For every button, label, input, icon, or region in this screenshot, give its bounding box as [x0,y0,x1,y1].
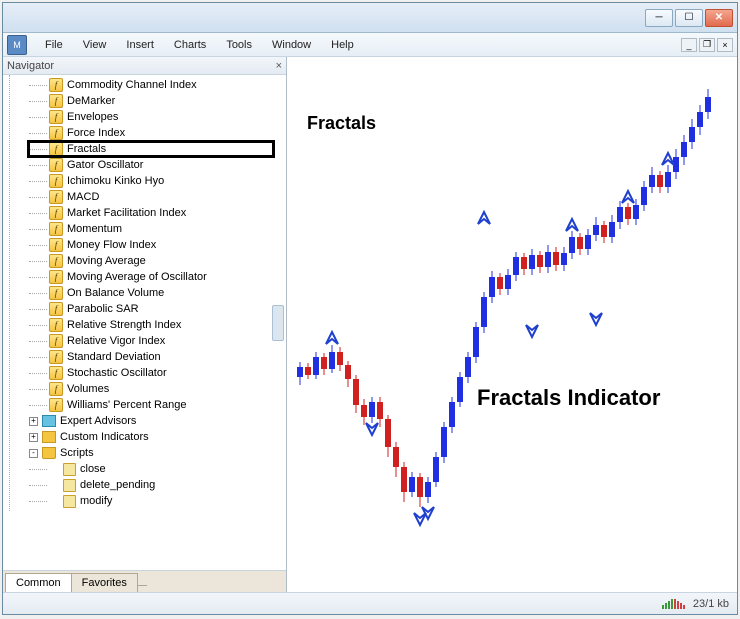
indicator-stochastic-oscillator[interactable]: fStochastic Oscillator [23,365,286,381]
indicator-moving-average-of-oscillator[interactable]: fMoving Average of Oscillator [23,269,286,285]
script-icon [63,479,76,492]
folder-icon [42,447,56,459]
menu-view[interactable]: View [73,36,117,54]
script-close[interactable]: close [23,461,286,477]
indicator-macd[interactable]: fMACD [23,189,286,205]
menu-tools[interactable]: Tools [216,36,262,54]
navigator-panel: Navigator × fCommodity Channel IndexfDeM… [3,57,287,592]
indicator-relative-vigor-index[interactable]: fRelative Vigor Index [23,333,286,349]
indicator-envelopes[interactable]: fEnvelopes [23,109,286,125]
navigator-title: Navigator [7,60,54,72]
chart-area[interactable]: Fractals Fractals Indicator [287,57,737,592]
indicator-icon: f [49,110,63,124]
minimize-button[interactable]: ─ [645,9,673,27]
folder-scripts[interactable]: -Scripts [23,445,286,461]
indicator-standard-deviation[interactable]: fStandard Deviation [23,349,286,365]
indicator-williams-percent-range[interactable]: fWilliams' Percent Range [23,397,286,413]
label-fractals: Fractals [307,113,376,134]
indicator-icon: f [49,190,63,204]
script-modify[interactable]: modify [23,493,286,509]
indicator-icon: f [49,94,63,108]
indicator-icon: f [49,206,63,220]
menu-insert[interactable]: Insert [116,36,164,54]
expander-icon[interactable]: + [29,417,38,426]
indicator-relative-strength-index[interactable]: fRelative Strength Index [23,317,286,333]
indicator-icon: f [49,350,63,364]
indicator-demarker[interactable]: fDeMarker [23,93,286,109]
indicator-ichimoku-kinko-hyo[interactable]: fIchimoku Kinko Hyo [23,173,286,189]
connection-icon [662,599,685,609]
indicator-icon: f [49,174,63,188]
menu-charts[interactable]: Charts [164,36,216,54]
indicator-icon: f [49,254,63,268]
mdi-close-button[interactable]: × [717,38,733,52]
indicator-icon: f [49,382,63,396]
menu-help[interactable]: Help [321,36,364,54]
maximize-button[interactable]: ☐ [675,9,703,27]
script-delete_pending[interactable]: delete_pending [23,477,286,493]
navigator-close-button[interactable]: × [276,60,282,72]
menu-file[interactable]: File [35,36,73,54]
indicator-icon: f [49,238,63,252]
indicator-fractals[interactable]: fFractals [23,141,286,157]
indicator-parabolic-sar[interactable]: fParabolic SAR [23,301,286,317]
close-button[interactable]: ✕ [705,9,733,27]
titlebar: ─ ☐ ✕ [3,3,737,33]
navigator-tree[interactable]: fCommodity Channel IndexfDeMarkerfEnvelo… [3,75,286,570]
folder-icon [42,415,56,427]
folder-custom-indicators[interactable]: +Custom Indicators [23,429,286,445]
indicator-icon: f [49,158,63,172]
app-icon: M [7,35,27,55]
indicator-gator-oscillator[interactable]: fGator Oscillator [23,157,286,173]
navigator-header: Navigator × [3,57,286,75]
menu-window[interactable]: Window [262,36,321,54]
script-icon [63,463,76,476]
indicator-icon: f [49,222,63,236]
tab-common[interactable]: Common [5,573,72,592]
folder-icon [42,431,56,443]
scrollbar-handle[interactable] [272,305,284,341]
indicator-volumes[interactable]: fVolumes [23,381,286,397]
indicator-money-flow-index[interactable]: fMoney Flow Index [23,237,286,253]
statusbar: 23/1 kb [3,592,737,614]
indicator-moving-average[interactable]: fMoving Average [23,253,286,269]
expander-icon[interactable]: - [29,449,38,458]
indicator-commodity-channel-index[interactable]: fCommodity Channel Index [23,77,286,93]
indicator-icon: f [49,270,63,284]
indicator-icon: f [49,302,63,316]
label-fractals-indicator: Fractals Indicator [477,385,660,411]
indicator-force-index[interactable]: fForce Index [23,125,286,141]
mdi-minimize-button[interactable]: _ [681,38,697,52]
indicator-icon: f [49,142,63,156]
indicator-icon: f [49,398,63,412]
indicator-icon: f [49,334,63,348]
mdi-restore-button[interactable]: ❐ [699,38,715,52]
indicator-icon: f [49,366,63,380]
indicator-icon: f [49,78,63,92]
menubar: M FileViewInsertChartsToolsWindowHelp _ … [3,33,737,57]
indicator-market-facilitation-index[interactable]: fMarket Facilitation Index [23,205,286,221]
tab-favorites[interactable]: Favorites [71,573,138,592]
indicator-icon: f [49,318,63,332]
indicator-on-balance-volume[interactable]: fOn Balance Volume [23,285,286,301]
status-kb: 23/1 kb [693,598,729,610]
expander-icon[interactable]: + [29,433,38,442]
indicator-icon: f [49,286,63,300]
indicator-momentum[interactable]: fMomentum [23,221,286,237]
folder-expert-advisors[interactable]: +Expert Advisors [23,413,286,429]
app-window: ─ ☐ ✕ M FileViewInsertChartsToolsWindowH… [2,2,738,615]
indicator-icon: f [49,126,63,140]
navigator-tabs: Common Favorites [3,570,286,592]
script-icon [63,495,76,508]
